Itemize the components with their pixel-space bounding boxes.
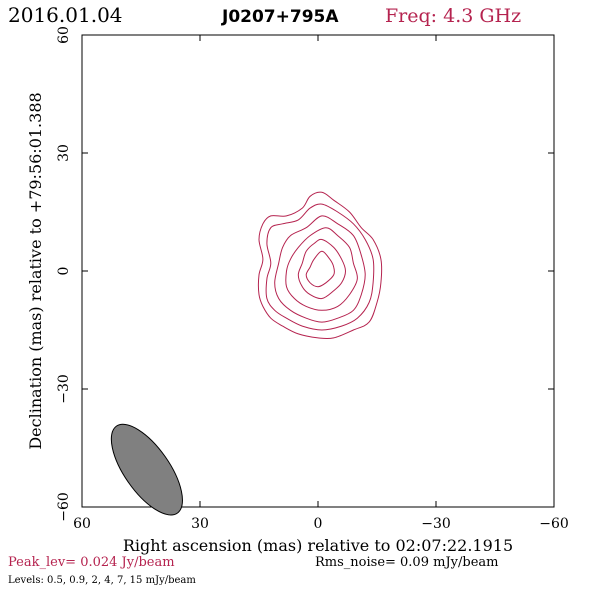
x-tick-label: −30	[421, 516, 451, 532]
contour-layer	[257, 191, 383, 340]
y-tick-label: 30	[56, 144, 72, 162]
x-tick-label: 60	[73, 516, 91, 532]
contour-levels-text: Levels: 0.5, 0.9, 2, 4, 7, 15 mJy/beam	[8, 575, 196, 586]
contour-level-1	[257, 191, 383, 340]
y-tick-label: 60	[56, 26, 72, 44]
axis-tick-labels: 60 30 0 −30 −60 −60 −30 0 30 60	[56, 26, 569, 532]
contour-level-4	[285, 227, 358, 311]
peak-level-text: Peak_lev= 0.024 Jy/beam	[8, 555, 175, 570]
contour-level-5	[297, 238, 347, 300]
y-tick-label: −60	[56, 492, 72, 522]
frequency-label: Freq: 4.3 GHz	[385, 5, 521, 27]
plot-frame	[81, 34, 555, 508]
observation-date: 2016.01.04	[8, 3, 123, 27]
contour-level-6	[305, 250, 335, 288]
x-axis-title: Right ascension (mas) relative to 02:07:…	[123, 536, 513, 555]
contour-level-2	[265, 203, 375, 331]
contour-level-3	[274, 215, 366, 323]
x-tick-label: 30	[191, 516, 209, 532]
source-name: J0207+795A	[221, 7, 339, 27]
y-tick-label: −30	[56, 374, 72, 404]
beam-layer	[110, 423, 183, 516]
y-tick-label: 0	[56, 267, 72, 276]
x-tick-label: −60	[539, 516, 569, 532]
rms-noise-text: Rms_noise= 0.09 mJy/beam	[315, 555, 498, 570]
y-axis-title: Declination (mas) relative to +79:56:01.…	[26, 92, 45, 449]
axis-ticks	[81, 34, 555, 508]
x-tick-label: 0	[314, 516, 323, 532]
beam-ellipse	[110, 423, 183, 516]
